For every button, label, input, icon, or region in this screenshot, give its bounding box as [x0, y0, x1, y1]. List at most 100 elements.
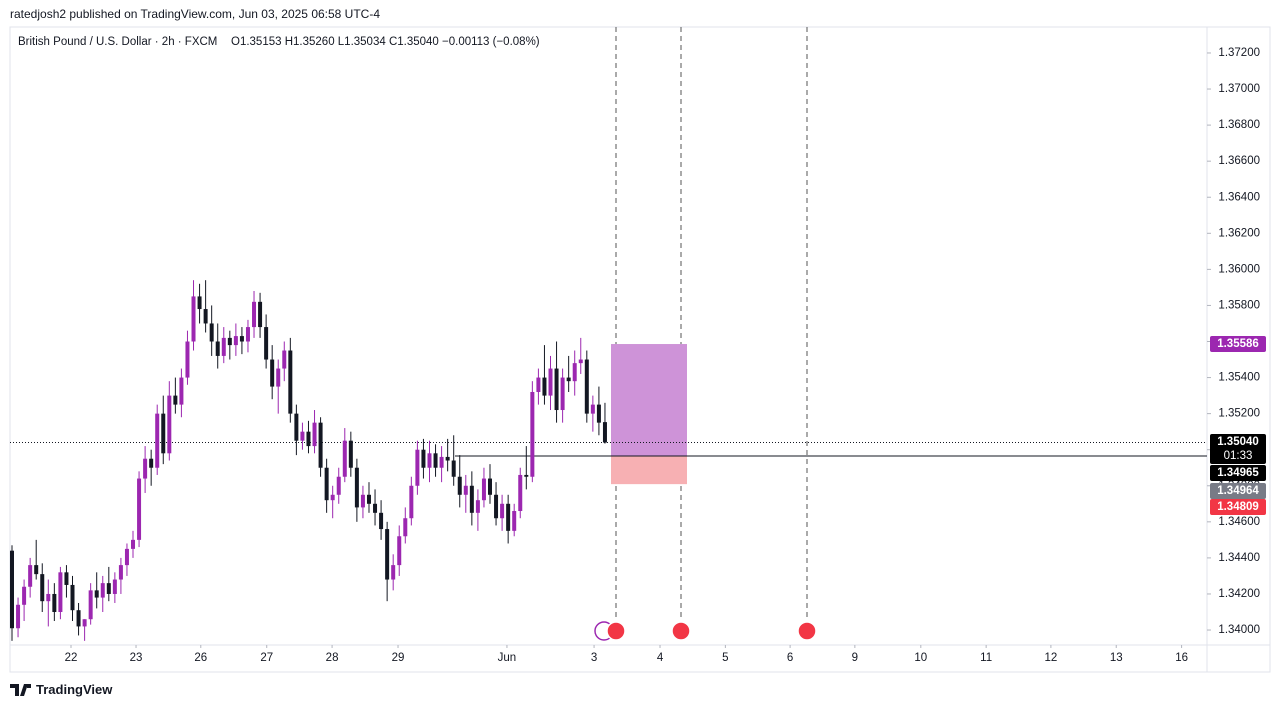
candle-body: [124, 548, 129, 566]
candle: [64, 565, 69, 598]
candle: [475, 489, 480, 531]
candle: [264, 314, 269, 369]
candle: [131, 530, 136, 558]
candle-body: [481, 478, 486, 501]
y-tick-label: 1.36600: [1218, 155, 1260, 167]
candle: [524, 446, 529, 490]
candle-body: [40, 574, 45, 602]
x-tick-label: 13: [1110, 652, 1123, 664]
candle-body: [415, 449, 420, 486]
y-tick-label: 1.34200: [1218, 588, 1260, 600]
candle-body: [342, 440, 347, 477]
candle: [294, 404, 299, 456]
candle-body: [542, 377, 547, 396]
candle-body: [475, 500, 480, 513]
candle: [318, 417, 323, 477]
y-tick-label: 1.34400: [1218, 552, 1260, 564]
candle: [427, 440, 432, 483]
x-tick-label: 27: [260, 652, 273, 664]
candle: [560, 368, 565, 423]
candle-body: [209, 323, 214, 342]
x-tick-label: 29: [392, 652, 405, 664]
candle-body: [149, 458, 154, 468]
candle: [100, 575, 105, 612]
candle-body: [379, 512, 384, 530]
candle-body: [239, 336, 244, 342]
candle: [258, 292, 263, 338]
candle-body: [9, 550, 14, 629]
candle: [348, 431, 353, 477]
target-zone: [611, 456, 687, 485]
candle-body: [46, 593, 51, 602]
candle-body: [360, 494, 365, 508]
price-badge-label: 1.35040: [1217, 436, 1259, 448]
candle: [506, 494, 511, 544]
price-badge: [1210, 499, 1266, 515]
candle-body: [602, 422, 607, 443]
candle-body: [215, 341, 220, 356]
candle-body: [336, 476, 341, 495]
event-icon[interactable]: [606, 621, 626, 641]
candle: [70, 575, 75, 622]
candle-body: [494, 494, 499, 519]
candle-body: [578, 359, 583, 364]
candle-body: [88, 590, 93, 620]
candle: [373, 489, 378, 526]
candle: [463, 474, 468, 513]
candle-body: [34, 565, 39, 575]
y-tick-label: 1.37200: [1218, 47, 1260, 59]
candle: [167, 381, 172, 461]
candle-body: [64, 572, 69, 585]
candle: [76, 602, 81, 636]
chart-title: British Pound / U.S. Dollar · 2h · FXCM: [18, 36, 217, 48]
x-tick-label: 26: [194, 652, 207, 664]
candle-body: [385, 529, 390, 580]
candle: [179, 368, 184, 418]
candle-body: [106, 583, 111, 594]
candle-body: [282, 350, 287, 369]
candle: [9, 545, 14, 641]
candle-body: [28, 565, 33, 587]
candle: [270, 345, 275, 400]
candle: [433, 444, 438, 477]
candle: [52, 583, 57, 622]
y-tick-label: 1.35400: [1218, 372, 1260, 384]
candle: [500, 494, 505, 531]
candle-body: [288, 350, 293, 414]
price-badge: [1210, 336, 1266, 352]
candle: [457, 455, 462, 508]
candle-body: [112, 579, 117, 594]
chart-frame: [9, 26, 1271, 673]
event-icon[interactable]: [671, 621, 691, 641]
candle: [137, 471, 142, 548]
candle: [155, 404, 160, 475]
candle-body: [16, 604, 21, 629]
x-tick-label: 4: [657, 652, 664, 664]
footer: TradingView: [10, 682, 112, 697]
candle-body: [397, 536, 402, 566]
event-icon[interactable]: [797, 621, 817, 641]
candle-body: [221, 337, 226, 356]
candle-body: [500, 503, 505, 519]
candle: [233, 323, 238, 356]
candle-body: [143, 458, 148, 479]
candle: [112, 572, 117, 603]
candle: [566, 355, 571, 392]
candle: [548, 355, 553, 411]
candle-body: [590, 404, 595, 414]
candle: [203, 280, 208, 333]
y-tick-label: 1.35800: [1218, 299, 1260, 311]
candle: [439, 446, 444, 483]
candle: [22, 579, 27, 622]
candle: [584, 350, 589, 423]
candle: [118, 557, 123, 594]
candle: [469, 471, 474, 526]
candle: [354, 458, 359, 522]
event-lines: [594, 27, 817, 641]
candle-body: [22, 586, 27, 605]
candle: [46, 579, 51, 627]
candle-body: [185, 341, 190, 378]
candle-body: [137, 478, 142, 540]
candle-body: [506, 503, 511, 531]
candle-body: [245, 327, 250, 342]
